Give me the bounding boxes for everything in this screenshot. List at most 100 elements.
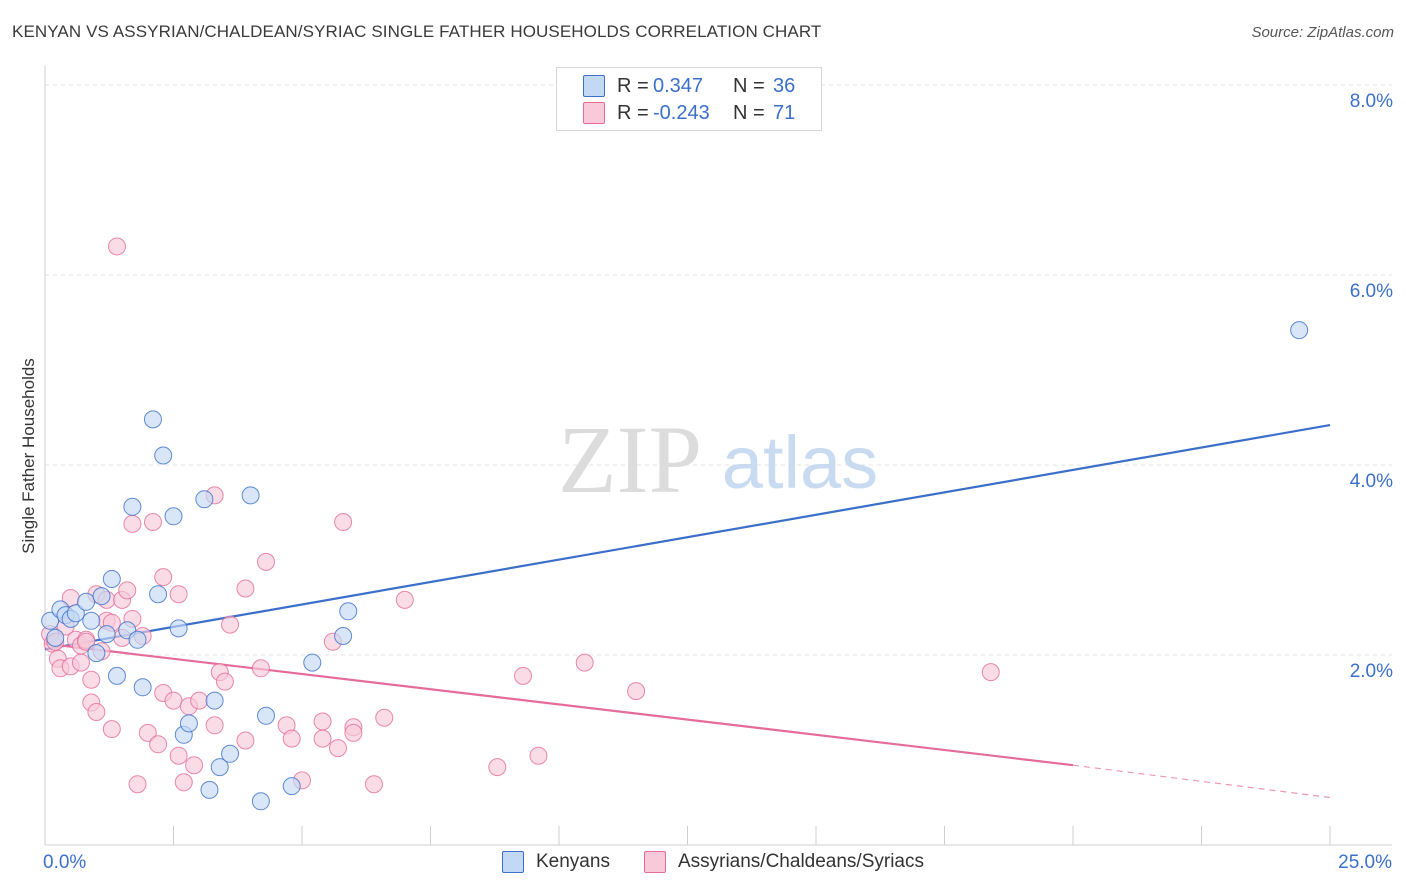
data-point-assyrians [488,758,507,777]
x-tick-label-min: 0.0% [43,852,87,873]
legend-swatch-assyrians [643,851,666,873]
data-point-assyrians [138,723,157,742]
y-tick-labels: 2.0% 4.0% 6.0% 8.0% [1350,91,1393,682]
y-tick-label: 8.0% [1350,91,1393,112]
trend-line-extension [1072,764,1331,799]
data-point-kenyans [241,486,260,505]
data-point-assyrians [395,590,414,609]
data-point-kenyans [164,507,183,526]
legend-item-assyrians: Assyrians/Chaldeans/Syriacs [643,851,924,873]
legend-item-kenyans: Kenyans [502,851,610,873]
data-point-assyrians [123,514,142,533]
data-point-assyrians [174,773,193,792]
data-point-assyrians [627,682,646,701]
legend-row-kenyans: R = 0.347 N = 36 [583,74,795,98]
data-point-assyrians [149,735,168,754]
legend-r-label: R = [617,74,649,97]
data-point-assyrians [154,568,173,587]
data-point-assyrians [257,552,276,571]
data-point-assyrians [529,746,548,765]
data-point-assyrians [236,579,255,598]
data-point-kenyans [143,410,162,429]
data-point-kenyans [66,604,85,623]
data-point-assyrians [236,731,255,750]
data-point-assyrians [575,653,594,672]
data-point-assyrians [118,581,137,600]
legend-n-label: N = [733,74,765,97]
data-point-kenyans [257,706,276,725]
data-point-assyrians [282,729,301,748]
data-point-kenyans [46,628,65,647]
data-point-assyrians [143,513,162,531]
data-point-assyrians [185,756,204,775]
axes [44,66,1392,846]
data-point-kenyans [303,653,322,672]
data-point-assyrians [164,691,183,710]
correlation-legend: R = 0.347 N = 36 R = -0.243 N = 71 [556,67,822,131]
legend-swatch-kenyans [502,851,524,873]
data-point-kenyans [133,678,152,697]
data-point-kenyans [87,644,106,663]
data-point-kenyans [179,714,198,733]
source-label: Source: ZipAtlas.com [1251,24,1394,41]
watermark: ZIP atlas [558,406,878,513]
data-point-assyrians [169,746,188,765]
data-point-kenyans [169,619,188,638]
data-point-assyrians [313,729,332,748]
data-point-kenyans [1290,321,1309,340]
data-point-kenyans [107,666,126,685]
data-point-kenyans [102,570,121,588]
data-point-assyrians [190,691,209,710]
data-point-kenyans [154,446,173,465]
trend-line-kenyans [44,424,1331,651]
legend-r-value: 0.347 [653,74,704,97]
data-point-assyrians [221,615,240,634]
data-point-assyrians [215,672,234,691]
data-point-kenyans [221,744,240,763]
data-point-assyrians [205,716,224,735]
data-point-assyrians [313,712,332,731]
y-tick-label: 6.0% [1350,281,1393,302]
data-point-kenyans [128,630,147,649]
data-point-kenyans [82,611,101,630]
data-point-kenyans [92,587,111,606]
data-point-assyrians [981,663,1000,682]
data-point-assyrians [82,670,101,689]
data-points [41,237,1309,811]
legend-row-assyrians: R = -0.243 N = 71 [583,101,795,125]
watermark-zip: ZIP [558,406,702,513]
data-point-kenyans [123,497,142,516]
data-point-kenyans [334,627,353,645]
data-point-assyrians [344,723,363,742]
data-point-kenyans [210,758,229,777]
data-point-kenyans [149,585,168,604]
data-point-assyrians [77,632,96,651]
data-point-kenyans [339,602,358,621]
data-point-assyrians [364,775,383,794]
data-point-assyrians [514,666,533,685]
data-point-kenyans [195,490,214,509]
data-point-assyrians [71,653,90,672]
data-point-kenyans [251,792,270,811]
legend-n-label: N = [733,101,765,124]
data-point-kenyans [200,780,219,799]
data-point-kenyans [282,777,301,796]
data-point-assyrians [169,585,188,604]
legend-r-value: -0.243 [653,101,710,124]
data-point-assyrians [375,708,394,727]
legend-swatch-blue [583,75,605,97]
legend-swatch-pink [583,102,605,124]
legend-label-assyrians: Assyrians/Chaldeans/Syriacs [677,851,924,872]
legend-r-label: R = [617,101,649,124]
data-point-assyrians [251,659,270,678]
y-tick-label: 4.0% [1350,471,1393,492]
legend-label-kenyans: Kenyans [536,851,610,872]
legend-n-value: 36 [773,74,796,97]
chart-title: KENYAN VS ASSYRIAN/CHALDEAN/SYRIAC SINGL… [12,22,822,41]
y-tick-label: 2.0% [1350,661,1393,682]
data-point-assyrians [328,739,347,758]
x-tick-label-max: 25.0% [1338,852,1392,873]
data-point-assyrians [107,237,126,256]
y-axis-label: Single Father Households [19,358,38,554]
